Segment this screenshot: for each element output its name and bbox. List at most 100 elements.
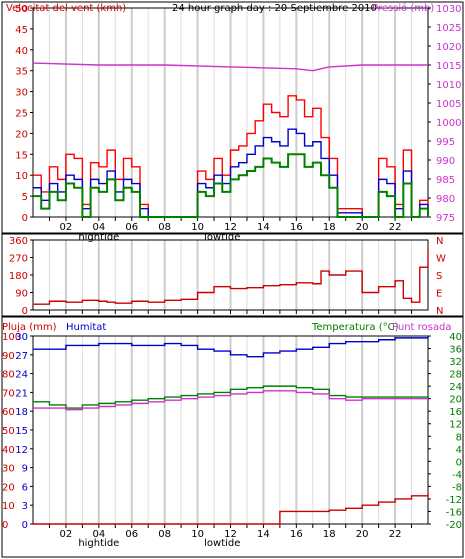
- x-tick-label: 04: [92, 529, 105, 540]
- humidity-tick-label: 12: [15, 445, 28, 456]
- panel-frame-3: [1, 316, 464, 558]
- x-tick-label: 14: [257, 222, 270, 233]
- x-tick-label: 02: [60, 222, 73, 233]
- humidity-tick-label: 9: [22, 464, 28, 475]
- x-tick-label: 22: [389, 529, 402, 540]
- pressure-tick-label: 985: [436, 175, 455, 186]
- wind-tick-label: 40: [15, 46, 28, 57]
- wind-axis-label: Velocitat del vent (kmh): [6, 3, 126, 14]
- temp-tick-label: 12: [449, 420, 462, 431]
- humidity-axis-label: Humitat: [66, 322, 106, 333]
- x-tick-label: 12: [224, 529, 237, 540]
- temp-axis-label: Temperatura (°C): [311, 322, 399, 333]
- x-tick-label: 12: [224, 222, 237, 233]
- compass-label: N: [436, 306, 443, 317]
- lowtide-label: lowtide: [204, 232, 240, 243]
- x-tick-label: 04: [92, 222, 105, 233]
- hightide-label: hightide: [78, 538, 119, 549]
- series-dew: [33, 390, 428, 411]
- series-humidity: [33, 336, 429, 358]
- pressure-tick-label: 1020: [436, 42, 461, 53]
- compass-label: S: [436, 271, 442, 282]
- temp-tick-label: 24: [449, 382, 462, 393]
- rain-tick-label: 60: [2, 407, 15, 418]
- x-tick-label: 06: [125, 529, 138, 540]
- temp-tick-label: 8: [456, 432, 462, 443]
- wind-tick-label: 30: [15, 88, 28, 99]
- dir-tick-label: 360: [9, 236, 28, 247]
- humidity-tick-label: 3: [22, 501, 28, 512]
- panel-frame-2: [1, 233, 464, 317]
- series-direction: [33, 249, 429, 305]
- dir-tick-label: 90: [15, 289, 28, 300]
- temp-tick-label: 32: [449, 357, 462, 368]
- temp-tick-label: -4: [452, 470, 462, 481]
- wind-tick-label: 20: [15, 129, 28, 140]
- temp-tick-label: 40: [449, 332, 462, 343]
- compass-label: N: [436, 236, 443, 247]
- pressure-tick-label: 1030: [436, 4, 461, 15]
- x-tick-label: 20: [356, 222, 369, 233]
- humidity-tick-label: 18: [15, 407, 28, 418]
- rain-tick-label: 80: [2, 370, 15, 381]
- temp-tick-label: -8: [452, 482, 462, 493]
- series-rain: [33, 492, 429, 525]
- temp-tick-label: 20: [449, 395, 462, 406]
- chart-title: 24 hour graph day : 20 Septiembre 2010: [172, 3, 377, 14]
- hightide-label: hightide: [78, 232, 119, 243]
- series-pressure: [32, 62, 428, 72]
- pressure-tick-label: 1015: [436, 61, 461, 72]
- rain-tick-label: 100: [2, 332, 21, 343]
- pressure-tick-label: 990: [436, 156, 455, 167]
- compass-label: W: [436, 254, 446, 265]
- dir-tick-label: 270: [9, 254, 28, 265]
- pressure-tick-label: 975: [436, 213, 455, 224]
- x-tick-label: 08: [158, 222, 171, 233]
- rain-tick-label: 50: [2, 426, 15, 437]
- pressure-tick-label: 1010: [436, 80, 461, 91]
- rain-tick-label: 90: [2, 351, 15, 362]
- panel-frame-1: [1, 1, 464, 234]
- pressure-tick-label: 1000: [436, 118, 461, 129]
- lowtide-label: lowtide: [204, 538, 240, 549]
- x-tick-label: 18: [323, 222, 336, 233]
- humidity-tick-label: 24: [15, 370, 28, 381]
- temp-tick-label: 0: [456, 457, 462, 468]
- pressure-tick-label: 1025: [436, 23, 461, 34]
- x-tick-label: 08: [158, 529, 171, 540]
- dir-tick-label: 180: [9, 271, 28, 282]
- wind-tick-label: 50: [15, 4, 28, 15]
- rain-tick-label: 70: [2, 388, 15, 399]
- rain-tick-label: 20: [2, 482, 15, 493]
- wind-tick-label: 25: [15, 109, 28, 120]
- temp-tick-label: -20: [446, 520, 462, 531]
- wind-tick-label: 15: [15, 150, 28, 161]
- humidity-tick-label: 6: [22, 482, 28, 493]
- humidity-tick-label: 0: [22, 520, 28, 531]
- x-tick-label: 16: [290, 222, 303, 233]
- humidity-tick-label: 27: [15, 351, 28, 362]
- x-tick-label: 14: [257, 529, 270, 540]
- rain-tick-label: 0: [2, 520, 8, 531]
- x-tick-label: 10: [191, 222, 204, 233]
- compass-label: E: [436, 289, 442, 300]
- wind-tick-label: 10: [15, 171, 28, 182]
- rain-tick-label: 10: [2, 501, 15, 512]
- pressure-tick-label: 1005: [436, 99, 461, 110]
- rain-tick-label: 30: [2, 464, 15, 475]
- wind-tick-label: 45: [15, 25, 28, 36]
- x-tick-label: 20: [356, 529, 369, 540]
- x-tick-label: 10: [191, 529, 204, 540]
- rain-axis-label: Pluja (mm): [2, 322, 57, 333]
- pressure-axis-label: Pressió (mb): [372, 2, 434, 14]
- dew-axis-label: Punt rosada: [392, 322, 451, 333]
- x-tick-label: 22: [389, 222, 402, 233]
- temp-tick-label: 16: [449, 407, 462, 418]
- x-tick-label: 18: [323, 529, 336, 540]
- wind-tick-label: 35: [15, 67, 28, 78]
- rain-tick-label: 40: [2, 445, 15, 456]
- temp-tick-label: -16: [446, 507, 462, 518]
- dir-tick-label: 0: [22, 306, 28, 317]
